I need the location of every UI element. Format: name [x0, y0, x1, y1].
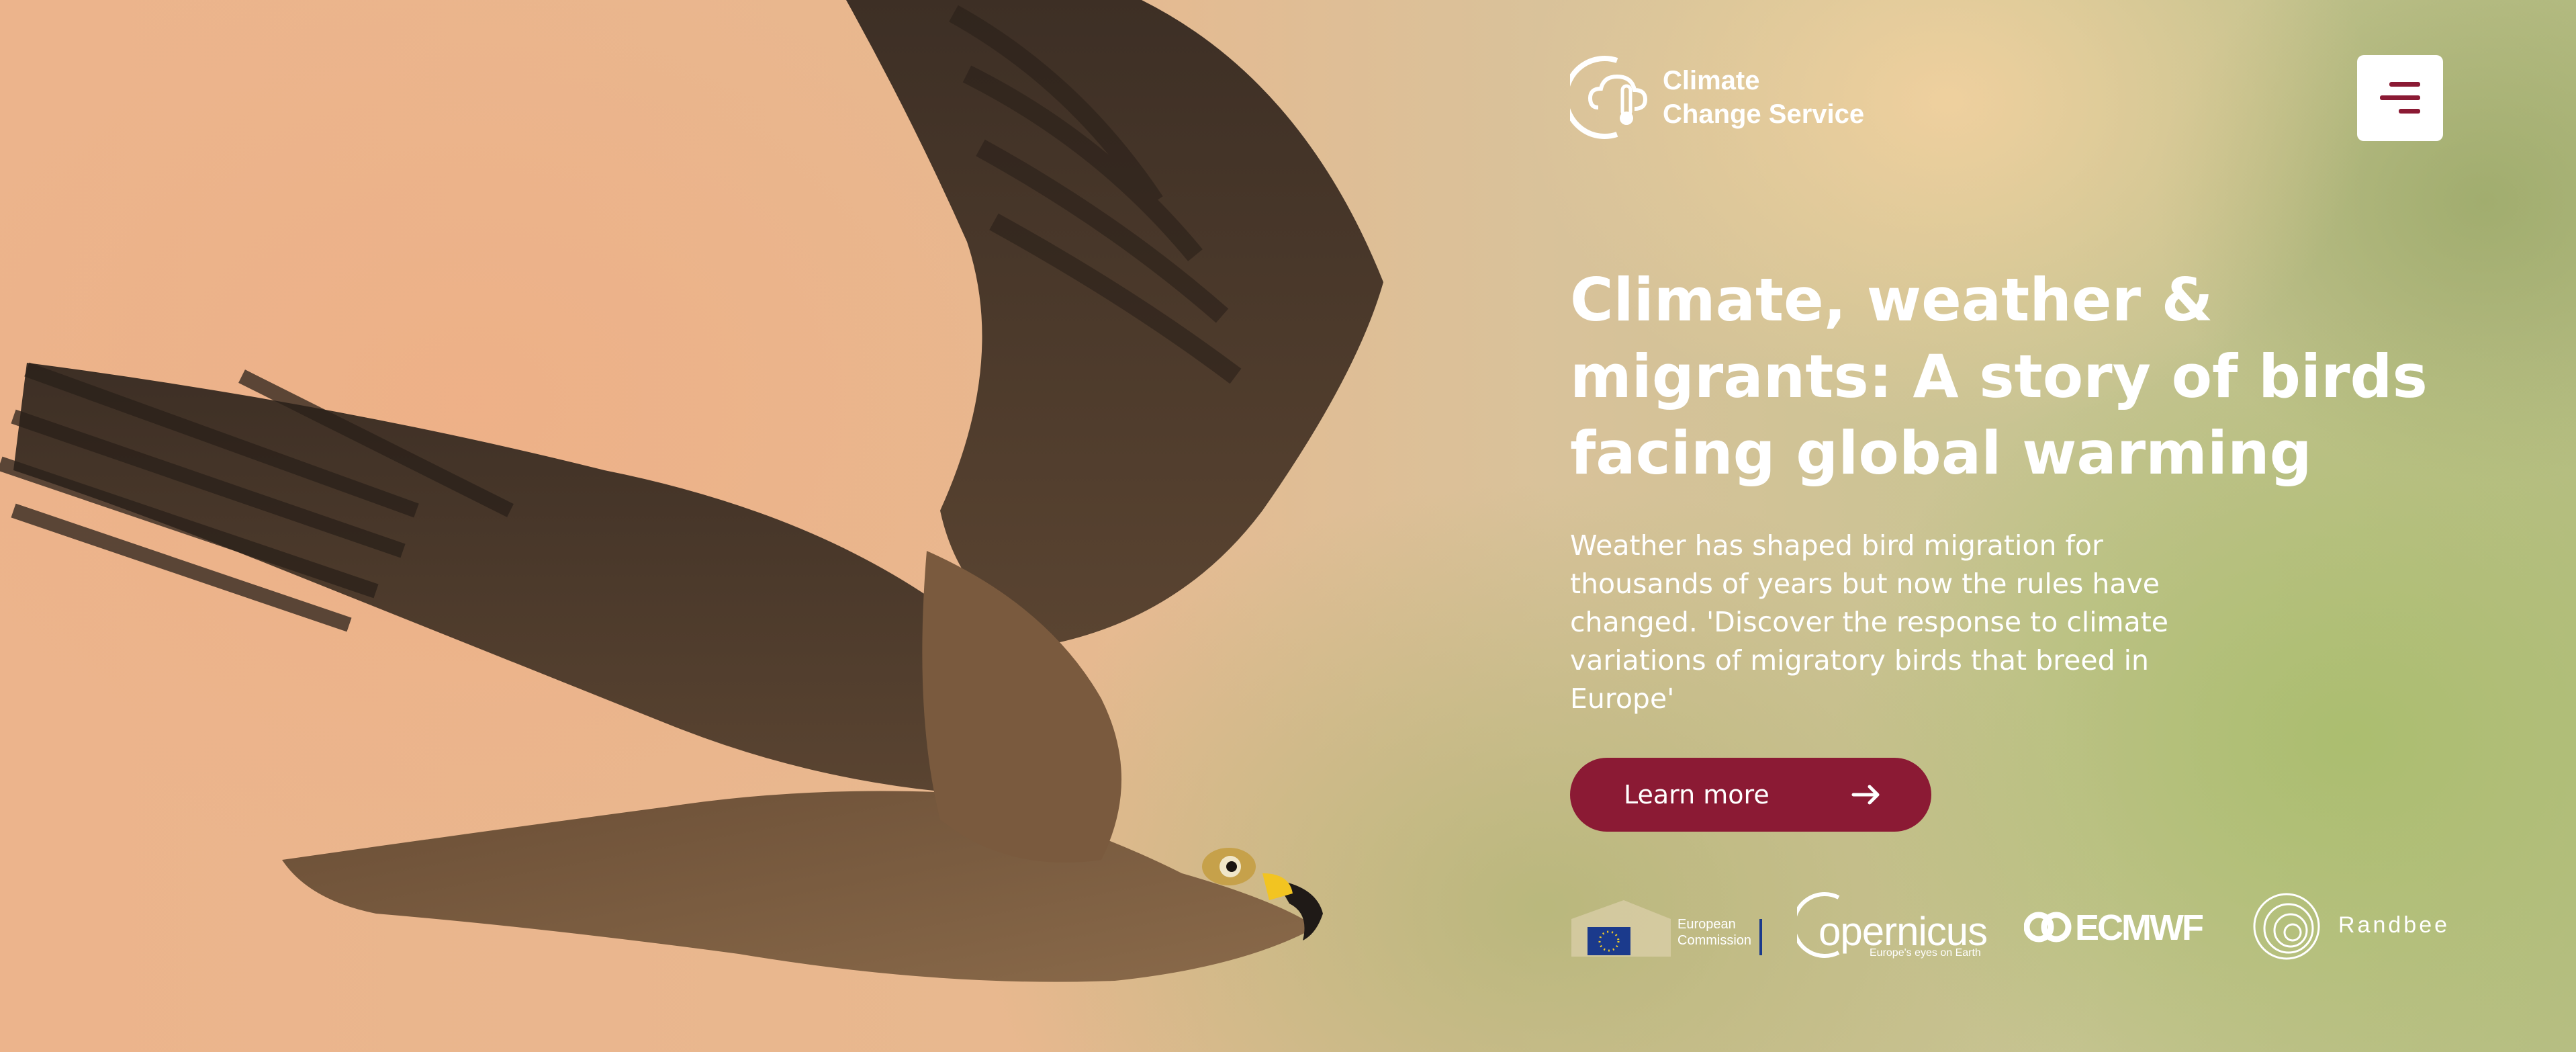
- copernicus-tagline: Europe's eyes on Earth: [1870, 947, 1981, 959]
- menu-button[interactable]: [2357, 55, 2443, 141]
- brand-name-line1: Climate: [1663, 66, 1760, 95]
- hero-headline: Climate, weather & migrants: A story of …: [1570, 265, 2428, 488]
- ecmwf-wordmark: ECMWF: [2075, 908, 2204, 948]
- learn-more-label: Learn more: [1624, 780, 1769, 809]
- arrow-right-icon: [1851, 785, 1880, 805]
- randbee-wordmark: Randbee: [2338, 912, 2450, 938]
- hero-subtitle: Weather has shaped bird migration for th…: [1570, 529, 2169, 715]
- ec-line2: Commission: [1677, 933, 1752, 948]
- european-commission-logo[interactable]: European Commission: [1570, 899, 1765, 959]
- brand-name-line2: Change Service: [1663, 99, 1865, 129]
- bird-photo: [0, 0, 1383, 982]
- learn-more-button[interactable]: Learn more: [1570, 758, 1931, 832]
- hamburger-menu-icon: [2380, 82, 2420, 114]
- eu-flag-icon: [1571, 900, 1762, 957]
- brand-logo[interactable]: Climate Change Service: [1570, 54, 1864, 141]
- copernicus-logo[interactable]: opernicus Europe's eyes on Earth: [1797, 885, 1998, 966]
- ec-line1: European: [1677, 917, 1736, 932]
- ec-wordmark: European Commission: [1677, 916, 1751, 949]
- randbee-logo[interactable]: Randbee: [2250, 889, 2451, 963]
- brand-name: Climate Change Service: [1663, 64, 1864, 131]
- copernicus-wordmark: opernicus: [1819, 909, 1988, 954]
- copernicus-c-icon: [1797, 892, 1840, 958]
- ecmwf-logo[interactable]: ECMWF: [2024, 904, 2225, 951]
- cloud-thermometer-icon: [1570, 56, 1648, 139]
- randbee-spiral-icon: [2253, 893, 2320, 960]
- ecmwf-mark-icon: [2024, 912, 2072, 943]
